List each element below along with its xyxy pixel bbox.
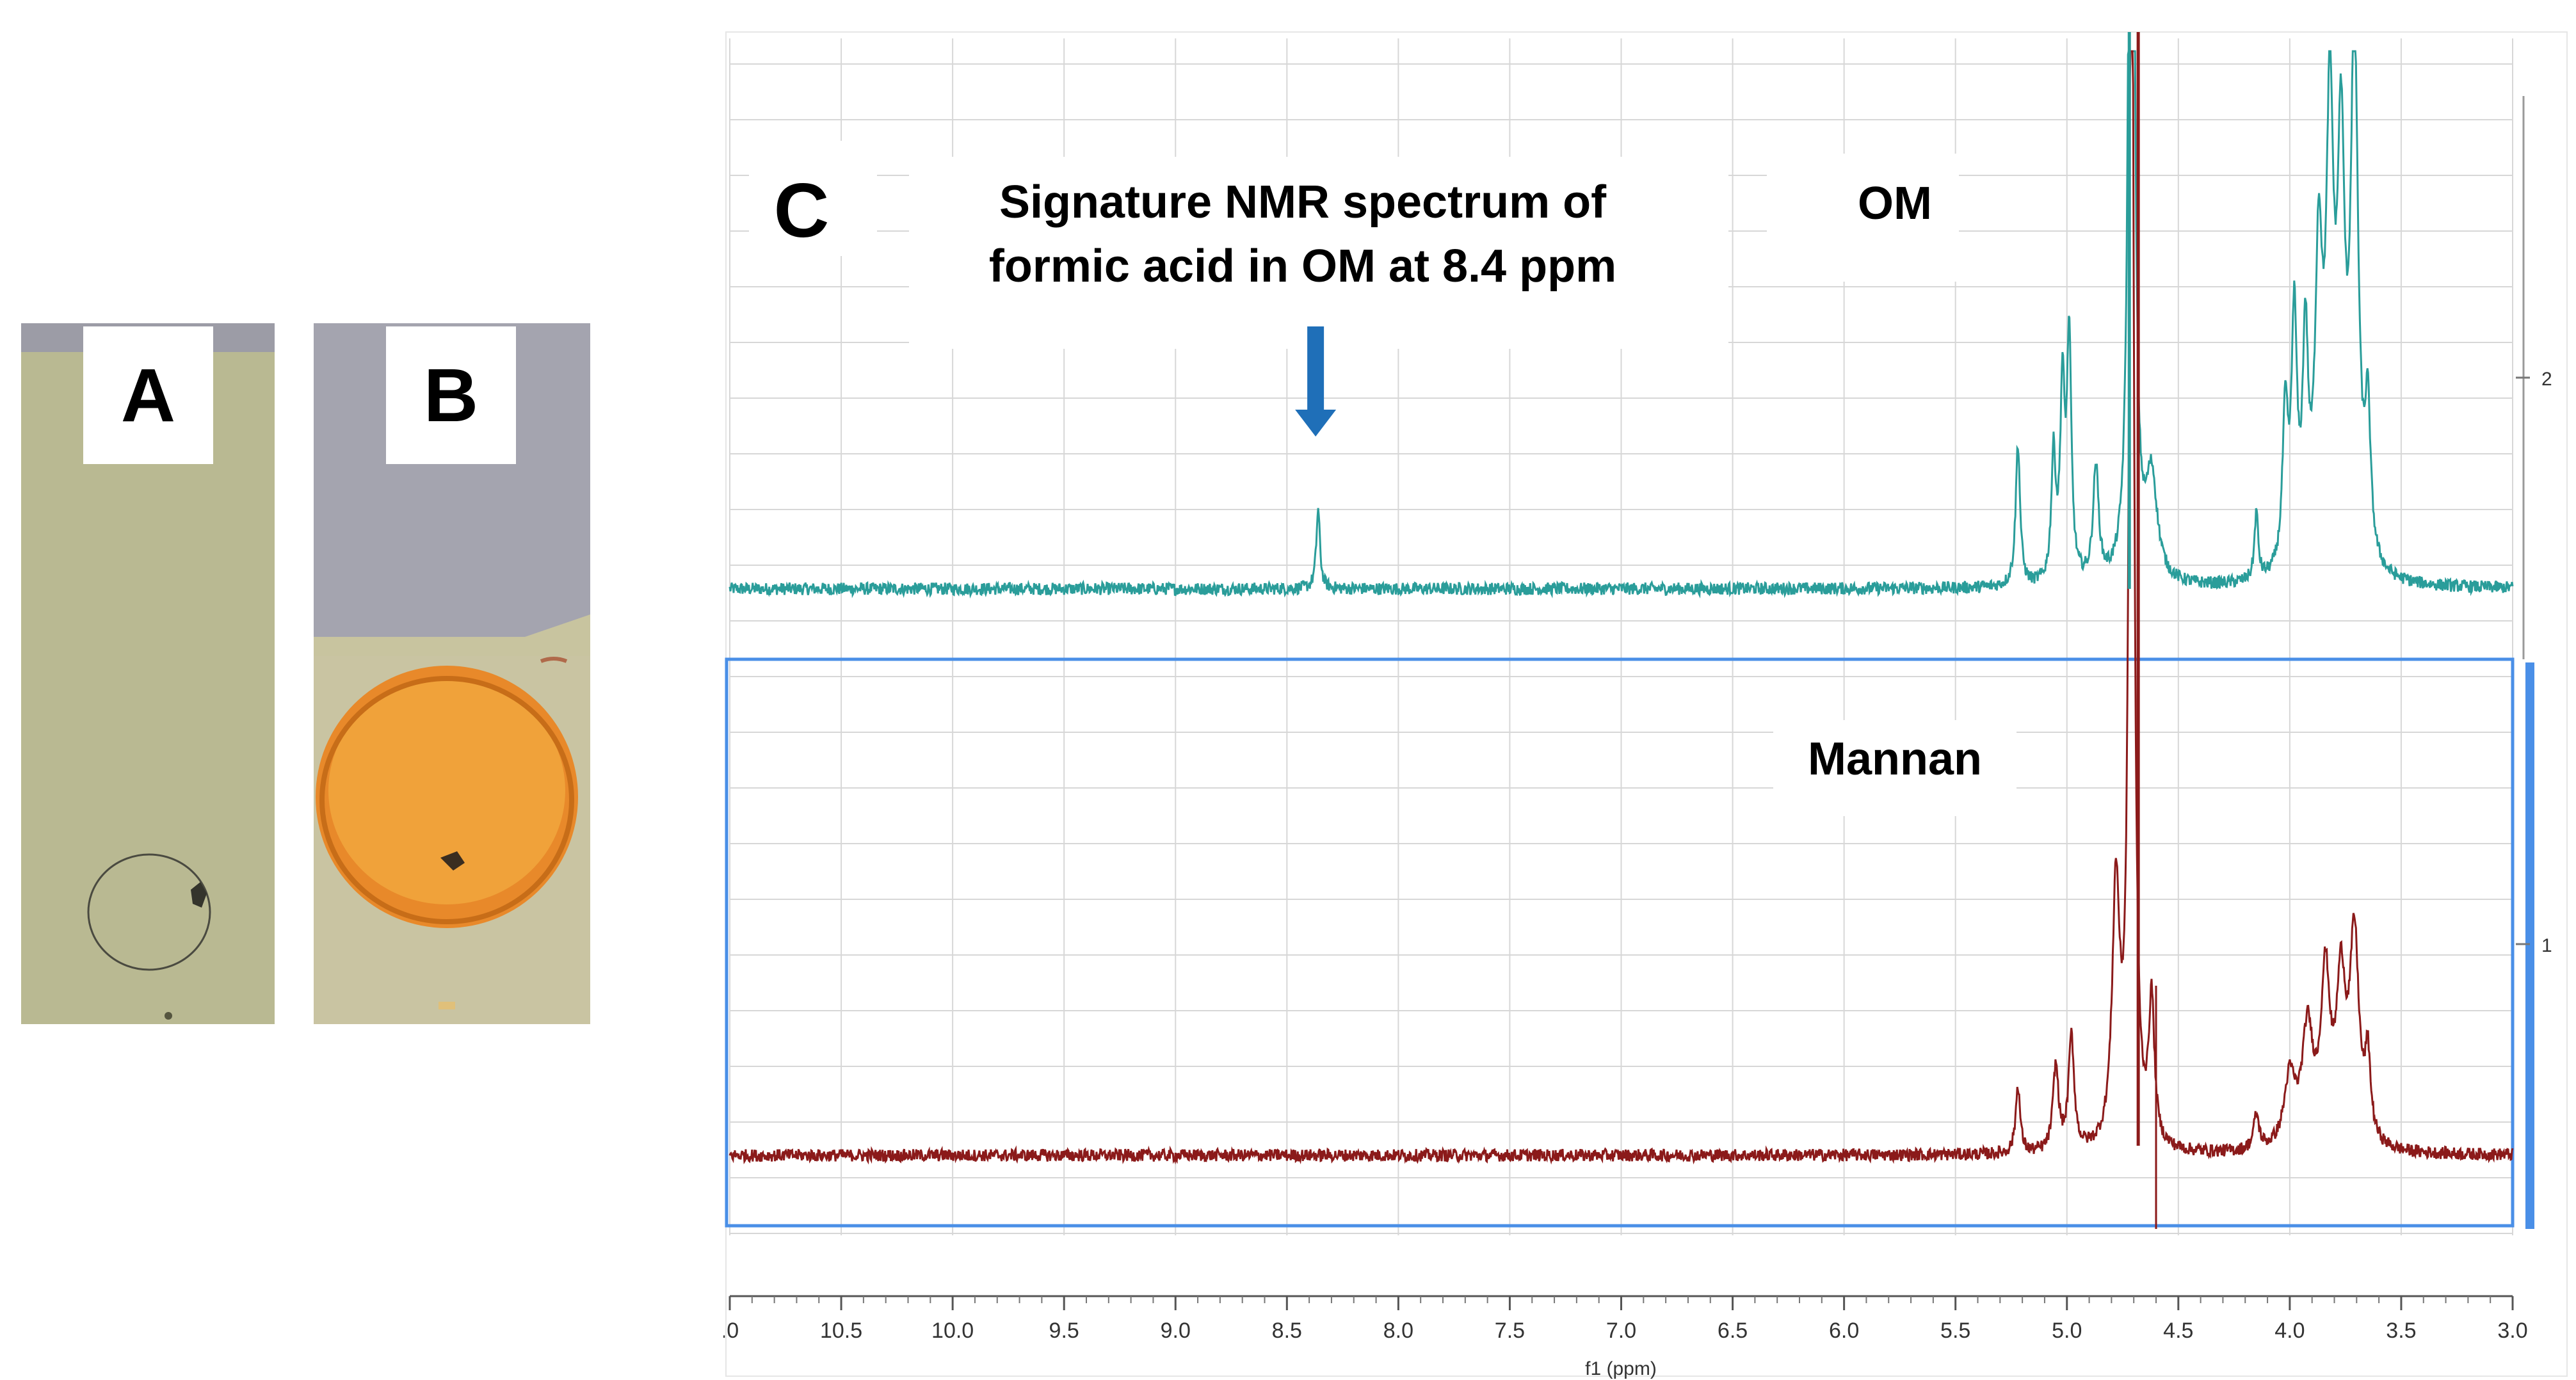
- trace-layer: [729, 32, 2514, 1229]
- photo-b-edge: [314, 614, 590, 656]
- x-tick-label: 8.5: [1272, 1319, 1302, 1343]
- om-label-box: [1767, 154, 1959, 282]
- photo-a-speck: [165, 1012, 172, 1020]
- spectrum-trace-mannan: [729, 50, 2514, 1165]
- series-label-om: OM: [1858, 178, 1932, 229]
- panel-a-label: A: [83, 326, 213, 464]
- photo-panel-b: [314, 323, 590, 1024]
- x-tick-label: 6.5: [1718, 1319, 1748, 1343]
- x-tick-label: 10.0: [931, 1319, 974, 1343]
- arrow-head: [1295, 410, 1337, 437]
- x-tick-label: 5.5: [1940, 1319, 1970, 1343]
- x-tick-label: 10.5: [820, 1319, 862, 1343]
- annotation-line-2: formic acid in OM at 8.4 ppm: [989, 241, 1616, 292]
- x-tick-label: .0: [723, 1319, 739, 1343]
- x-axis-label: f1 (ppm): [1585, 1358, 1657, 1379]
- photo-b-smear: [540, 657, 568, 663]
- nmr-spectrum-chart: C Signature NMR spectrum of formic acid …: [723, 31, 2568, 1379]
- axis-layer: .0 10.5 10.0 9.5 9.0 8.5 8.0 7.5 7.0 6.5 6.0 5.5 5.0…: [723, 369, 2552, 1343]
- mannan-panel-box: [725, 657, 2515, 1228]
- x-tick-label: 9.0: [1161, 1319, 1191, 1343]
- photo-b-image: [314, 323, 590, 1024]
- spectrum-trace-om: [729, 50, 2514, 599]
- x-tick-label: 9.5: [1049, 1319, 1079, 1343]
- panel-c-label-box: [749, 141, 877, 256]
- x-tick-label: 5.0: [2052, 1319, 2082, 1343]
- x-tick-label: 3.5: [2386, 1319, 2416, 1343]
- x-tick-label: 3.0: [2497, 1319, 2527, 1343]
- x-tick-label: 4.5: [2163, 1319, 2193, 1343]
- y-tick-label: 2: [2541, 369, 2552, 390]
- photo-a-specimen: [191, 882, 207, 908]
- x-tick-label: 7.5: [1495, 1319, 1525, 1343]
- photo-b-specimen: [440, 851, 465, 871]
- annotation-box: [909, 157, 1728, 349]
- mannan-label-box: [1773, 720, 2017, 816]
- arrow-shaft: [1307, 326, 1324, 416]
- photo-b-speck: [439, 1002, 455, 1009]
- mannan-panel-scrollbar: [2525, 662, 2534, 1229]
- photo-b-orange-spot-inner: [328, 677, 565, 904]
- photo-b-spot-rim: [319, 676, 574, 924]
- panel-b-label: B: [386, 326, 516, 464]
- panel-c-label: C: [774, 168, 830, 253]
- annotation-arrow: [1295, 326, 1337, 437]
- y-tick-label: 1: [2541, 935, 2552, 956]
- x-tick-label: 6.0: [1829, 1319, 1859, 1343]
- x-tick-label: 7.0: [1606, 1319, 1636, 1343]
- series-label-mannan: Mannan: [1808, 734, 1982, 785]
- x-tick-label: 4.0: [2274, 1319, 2305, 1343]
- x-tick-label: 8.0: [1383, 1319, 1413, 1343]
- photo-a-ring: [87, 853, 211, 971]
- annotation-line-1: Signature NMR spectrum of: [999, 177, 1607, 228]
